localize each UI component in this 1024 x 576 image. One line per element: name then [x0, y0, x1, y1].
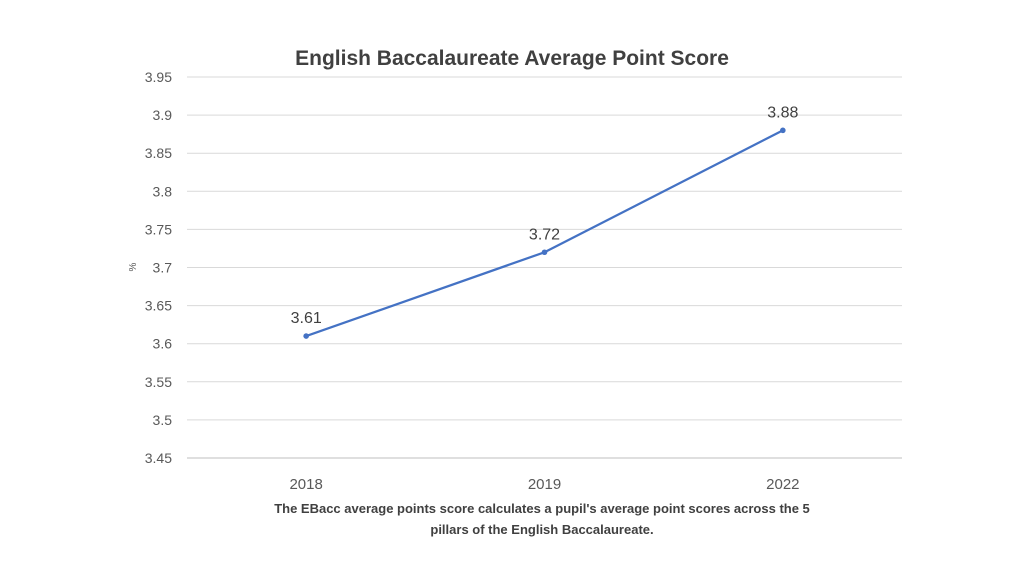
y-axis-ticks: 3.45 3.5 3.55 3.6 3.65 3.7 3.75 3.8 3.85 3.9 3.95 — [145, 69, 172, 466]
y-tick-label: 3.55 — [145, 374, 172, 390]
data-point — [780, 127, 786, 134]
y-tick-label: 3.45 — [145, 450, 172, 466]
caption-line-1: The EBacc average points score calculate… — [274, 501, 810, 516]
data-label: 3.61 — [291, 310, 322, 327]
series-layer: 3.61 3.72 3.88 — [291, 104, 799, 339]
y-tick-label: 3.6 — [153, 336, 173, 352]
caption-line-2: pillars of the English Baccalaureate. — [430, 522, 654, 537]
data-point — [541, 249, 548, 256]
x-tick-label: 2018 — [289, 476, 322, 493]
y-tick-label: 3.75 — [145, 221, 172, 237]
gridlines — [187, 76, 902, 459]
y-tick-label: 3.7 — [153, 260, 173, 276]
data-label: 3.88 — [767, 104, 798, 121]
data-label: 3.72 — [529, 226, 560, 243]
chart-caption: The EBacc average points score calculate… — [212, 498, 872, 540]
x-axis-ticks: 2018 2019 2022 — [289, 476, 799, 493]
x-tick-label: 2022 — [766, 476, 799, 493]
y-tick-label: 3.5 — [153, 412, 173, 428]
y-tick-label: 3.9 — [153, 107, 173, 123]
y-tick-label: 3.65 — [145, 298, 172, 314]
y-axis-label: % — [128, 262, 139, 271]
data-point — [303, 333, 309, 339]
x-tick-label: 2019 — [528, 476, 561, 493]
y-tick-label: 3.95 — [145, 69, 172, 85]
y-tick-label: 3.85 — [145, 145, 172, 161]
chart-title: English Baccalaureate Average Point Scor… — [295, 47, 729, 70]
y-tick-label: 3.8 — [153, 183, 173, 199]
